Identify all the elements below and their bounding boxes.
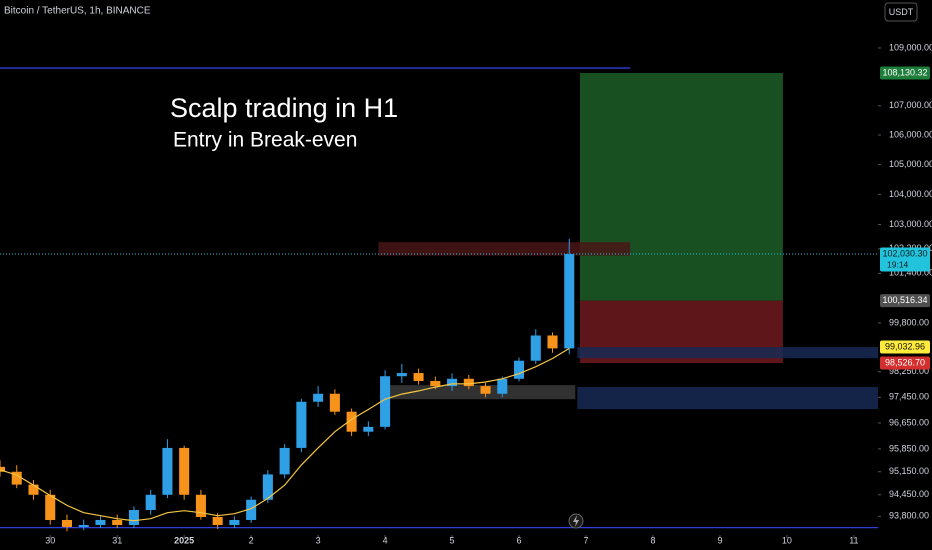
candle-body — [296, 401, 307, 448]
x-tick-label: 2 — [249, 535, 254, 545]
candle-body — [95, 519, 106, 525]
candle-body — [396, 373, 407, 377]
x-tick-label: 2025 — [174, 535, 194, 545]
x-tick-label: 7 — [583, 535, 588, 545]
y-tick-label: 94,450.00 — [889, 489, 929, 499]
candle-body — [61, 519, 72, 527]
y-tick-label: 103,000.00 — [889, 219, 932, 229]
candle-body — [262, 474, 273, 500]
candle-body — [530, 335, 541, 361]
candle-body — [413, 373, 424, 382]
candle-body — [45, 494, 56, 520]
zone — [577, 387, 878, 410]
candle-body — [547, 335, 558, 349]
y-tick-label: 105,000.00 — [889, 159, 932, 169]
candle-body — [514, 360, 525, 379]
x-tick-label: 5 — [450, 535, 455, 545]
candle-body — [179, 447, 190, 495]
price-badge — [880, 294, 930, 308]
price-badge — [880, 247, 930, 272]
price-badge-label: 108,130.32 — [882, 67, 927, 77]
x-tick-label: 4 — [383, 535, 388, 545]
candle-body — [229, 519, 240, 525]
candle-body — [0, 466, 6, 472]
event-icon-bolt — [573, 515, 579, 527]
candle-body — [380, 376, 391, 427]
price-badge — [880, 340, 930, 354]
x-tick-label: 6 — [517, 535, 522, 545]
price-badge-label: 100,516.34 — [882, 295, 927, 305]
y-tick-label: 106,000.00 — [889, 129, 932, 139]
price-badge — [880, 66, 930, 80]
x-tick-label: 9 — [717, 535, 722, 545]
zone — [579, 72, 783, 301]
y-tick-label: 101,400.00 — [889, 268, 932, 278]
candle-body — [78, 524, 89, 527]
candle-body — [363, 426, 374, 432]
candle-body — [497, 378, 508, 394]
x-tick-label: 30 — [45, 535, 55, 545]
moving-average — [0, 347, 570, 522]
annotation-title: Scalp trading in H1 — [170, 93, 398, 123]
candle-body — [447, 378, 458, 387]
price-badge-label: 99,032.96 — [885, 341, 925, 351]
y-tick-label: 96,650.00 — [889, 417, 929, 427]
candle-body — [28, 484, 39, 495]
candle-body — [313, 393, 324, 402]
candle-body — [11, 471, 22, 485]
candle-body — [128, 510, 139, 525]
price-badge — [880, 356, 930, 370]
candle-body — [346, 411, 357, 432]
currency-button[interactable] — [884, 2, 918, 22]
candle-body — [480, 386, 491, 394]
candle-body — [463, 378, 474, 387]
x-tick-label: 31 — [112, 535, 122, 545]
annotation-subtitle: Entry in Break-even — [173, 129, 357, 152]
countdown: 19:14 — [887, 259, 909, 269]
y-tick-label: 99,800.00 — [889, 317, 929, 327]
y-tick-label: 95,850.00 — [889, 443, 929, 453]
y-tick-label: 98,250.00 — [889, 366, 929, 376]
y-tick-label: 109,000.00 — [889, 42, 932, 52]
candle-body — [246, 499, 257, 520]
plot-area — [0, 67, 878, 532]
y-tick-label: 95,150.00 — [889, 466, 929, 476]
x-tick-label: 8 — [650, 535, 655, 545]
candle-body — [162, 447, 173, 495]
symbol-title: Bitcoin / TetherUS, 1h, BINANCE — [4, 6, 151, 17]
zone — [577, 347, 878, 359]
x-tick-label: 10 — [782, 535, 792, 545]
candle-body — [145, 494, 156, 511]
y-tick-label: 107,000.00 — [889, 100, 932, 110]
x-tick-label: 11 — [849, 535, 858, 545]
currency-button-label[interactable]: USDT — [889, 7, 914, 17]
x-tick-label: 3 — [316, 535, 321, 545]
candle-body — [112, 519, 123, 525]
candle-body — [564, 254, 575, 349]
y-tick-label: 93,800.00 — [889, 511, 929, 521]
y-tick-label: 97,450.00 — [889, 392, 929, 402]
candle-body — [279, 447, 290, 475]
candle-body — [329, 393, 340, 412]
y-tick-label: 104,000.00 — [889, 189, 932, 199]
price-badge-label: 102,030.30 — [882, 248, 927, 258]
candle-body — [212, 516, 223, 525]
zone — [378, 242, 631, 256]
candle-body — [195, 494, 206, 517]
price-badge-label: 98,526.70 — [885, 357, 925, 367]
candle-body — [430, 381, 441, 387]
